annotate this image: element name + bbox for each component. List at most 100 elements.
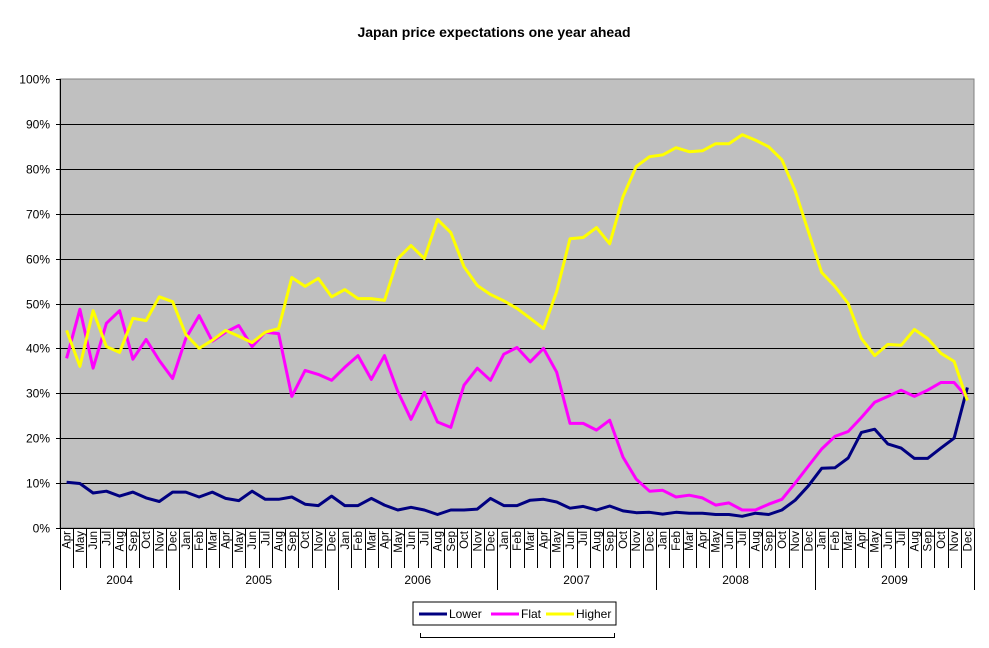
month-label: Apr xyxy=(856,531,868,549)
month-label: Oct xyxy=(618,530,630,549)
month-label: Nov xyxy=(790,531,802,552)
month-label: Aug xyxy=(274,531,286,551)
month-label: Dec xyxy=(327,531,339,552)
y-axis-ticks: 0% 10% 20% 30% 40% 50% 60% 70% 80% 90% 100% xyxy=(19,73,61,536)
month-label: Mar xyxy=(525,531,537,551)
month-label: Mar xyxy=(684,531,696,551)
month-label: Jul xyxy=(578,531,590,546)
y-tick-label: 20% xyxy=(26,432,50,446)
gridlines xyxy=(60,124,974,484)
year-label: 2004 xyxy=(106,573,133,587)
month-label: May xyxy=(870,531,882,553)
month-label: Aug xyxy=(592,531,604,551)
month-label: Feb xyxy=(671,531,683,551)
month-label: Oct xyxy=(459,530,471,549)
month-label: Feb xyxy=(353,531,365,551)
y-tick-label: 50% xyxy=(26,298,50,312)
year-label: 2006 xyxy=(404,573,431,587)
month-label: Jan xyxy=(499,531,511,550)
month-label: Dec xyxy=(168,531,180,552)
month-label: Jul xyxy=(101,531,113,546)
month-label: Nov xyxy=(472,531,484,552)
month-label: Jul xyxy=(737,531,749,546)
month-label: Oct xyxy=(300,530,312,549)
month-label: Nov xyxy=(949,531,961,552)
month-label: Oct xyxy=(936,530,948,549)
year-label: 2009 xyxy=(881,573,908,587)
month-label: Apr xyxy=(697,531,709,549)
month-label: Dec xyxy=(803,531,815,552)
series-line-higher xyxy=(65,133,969,401)
month-label: Aug xyxy=(909,531,921,551)
year-label: 2007 xyxy=(563,573,590,587)
year-label: 2005 xyxy=(245,573,272,587)
y-tick-label: 90% xyxy=(26,118,50,132)
month-label: Jun xyxy=(247,531,259,550)
month-label: Sep xyxy=(764,531,776,551)
legend-label-higher: Higher xyxy=(576,607,611,621)
month-label: Jun xyxy=(883,531,895,550)
month-label: Sep xyxy=(287,531,299,551)
month-label: Feb xyxy=(194,531,206,551)
month-label: Aug xyxy=(115,531,127,551)
month-label: Dec xyxy=(645,531,657,552)
month-label: Oct xyxy=(777,530,789,549)
y-tick-label: 10% xyxy=(26,477,50,491)
month-label: Jun xyxy=(565,531,577,550)
x-axis: Apr May Jun Jul Aug Sep Oct Nov Dec Jan Feb Mar Apr M… xyxy=(60,528,975,590)
legend-bracket xyxy=(420,633,615,638)
month-label: Jun xyxy=(88,531,100,550)
legend: Lower Flat Higher xyxy=(412,601,617,638)
month-label: Oct xyxy=(141,530,153,549)
plot-area xyxy=(59,78,975,529)
month-label: Sep xyxy=(446,531,458,551)
month-label: Jul xyxy=(896,531,908,546)
month-label: May xyxy=(711,531,723,553)
month-label: Nov xyxy=(154,531,166,552)
y-tick-label: 70% xyxy=(26,208,50,222)
y-tick-label: 30% xyxy=(26,387,50,401)
month-label: May xyxy=(234,531,246,553)
y-tick-label: 100% xyxy=(19,73,50,87)
month-label: Jun xyxy=(406,531,418,550)
month-label: Mar xyxy=(366,531,378,551)
month-label: Apr xyxy=(62,531,74,549)
month-label: Feb xyxy=(512,531,524,551)
month-label: Dec xyxy=(486,531,498,552)
y-tick-label: 40% xyxy=(26,342,50,356)
month-label: Apr xyxy=(221,531,233,549)
y-tick-label: 80% xyxy=(26,163,50,177)
month-label: Mar xyxy=(843,531,855,551)
month-label: Jan xyxy=(181,531,193,550)
year-label: 2008 xyxy=(722,573,749,587)
month-label: Jan xyxy=(658,531,670,550)
month-label: May xyxy=(393,531,405,553)
month-label: Aug xyxy=(750,531,762,551)
month-label: Jun xyxy=(724,531,736,550)
y-tick-label: 0% xyxy=(33,522,51,536)
month-label: Jul xyxy=(260,531,272,546)
month-label: Apr xyxy=(380,531,392,549)
month-label: Jul xyxy=(419,531,431,546)
month-label: Sep xyxy=(605,531,617,551)
month-label: Nov xyxy=(313,531,325,552)
month-label: May xyxy=(552,531,564,553)
month-label: May xyxy=(75,531,87,553)
month-label: Aug xyxy=(433,531,445,551)
month-label: Feb xyxy=(830,531,842,551)
y-tick-label: 60% xyxy=(26,253,50,267)
legend-label-flat: Flat xyxy=(521,607,542,621)
month-label: Jan xyxy=(340,531,352,550)
chart-title: Japan price expectations one year ahead xyxy=(357,24,630,40)
month-label: Apr xyxy=(539,531,551,549)
legend-label-lower: Lower xyxy=(449,607,482,621)
series-lines xyxy=(65,133,969,518)
month-label: Sep xyxy=(923,531,935,551)
month-label: Nov xyxy=(631,531,643,552)
month-label: Sep xyxy=(128,531,140,551)
month-label: Mar xyxy=(207,531,219,551)
month-label: Jan xyxy=(817,531,829,550)
series-line-lower xyxy=(66,387,969,518)
month-label: Dec xyxy=(962,531,974,552)
